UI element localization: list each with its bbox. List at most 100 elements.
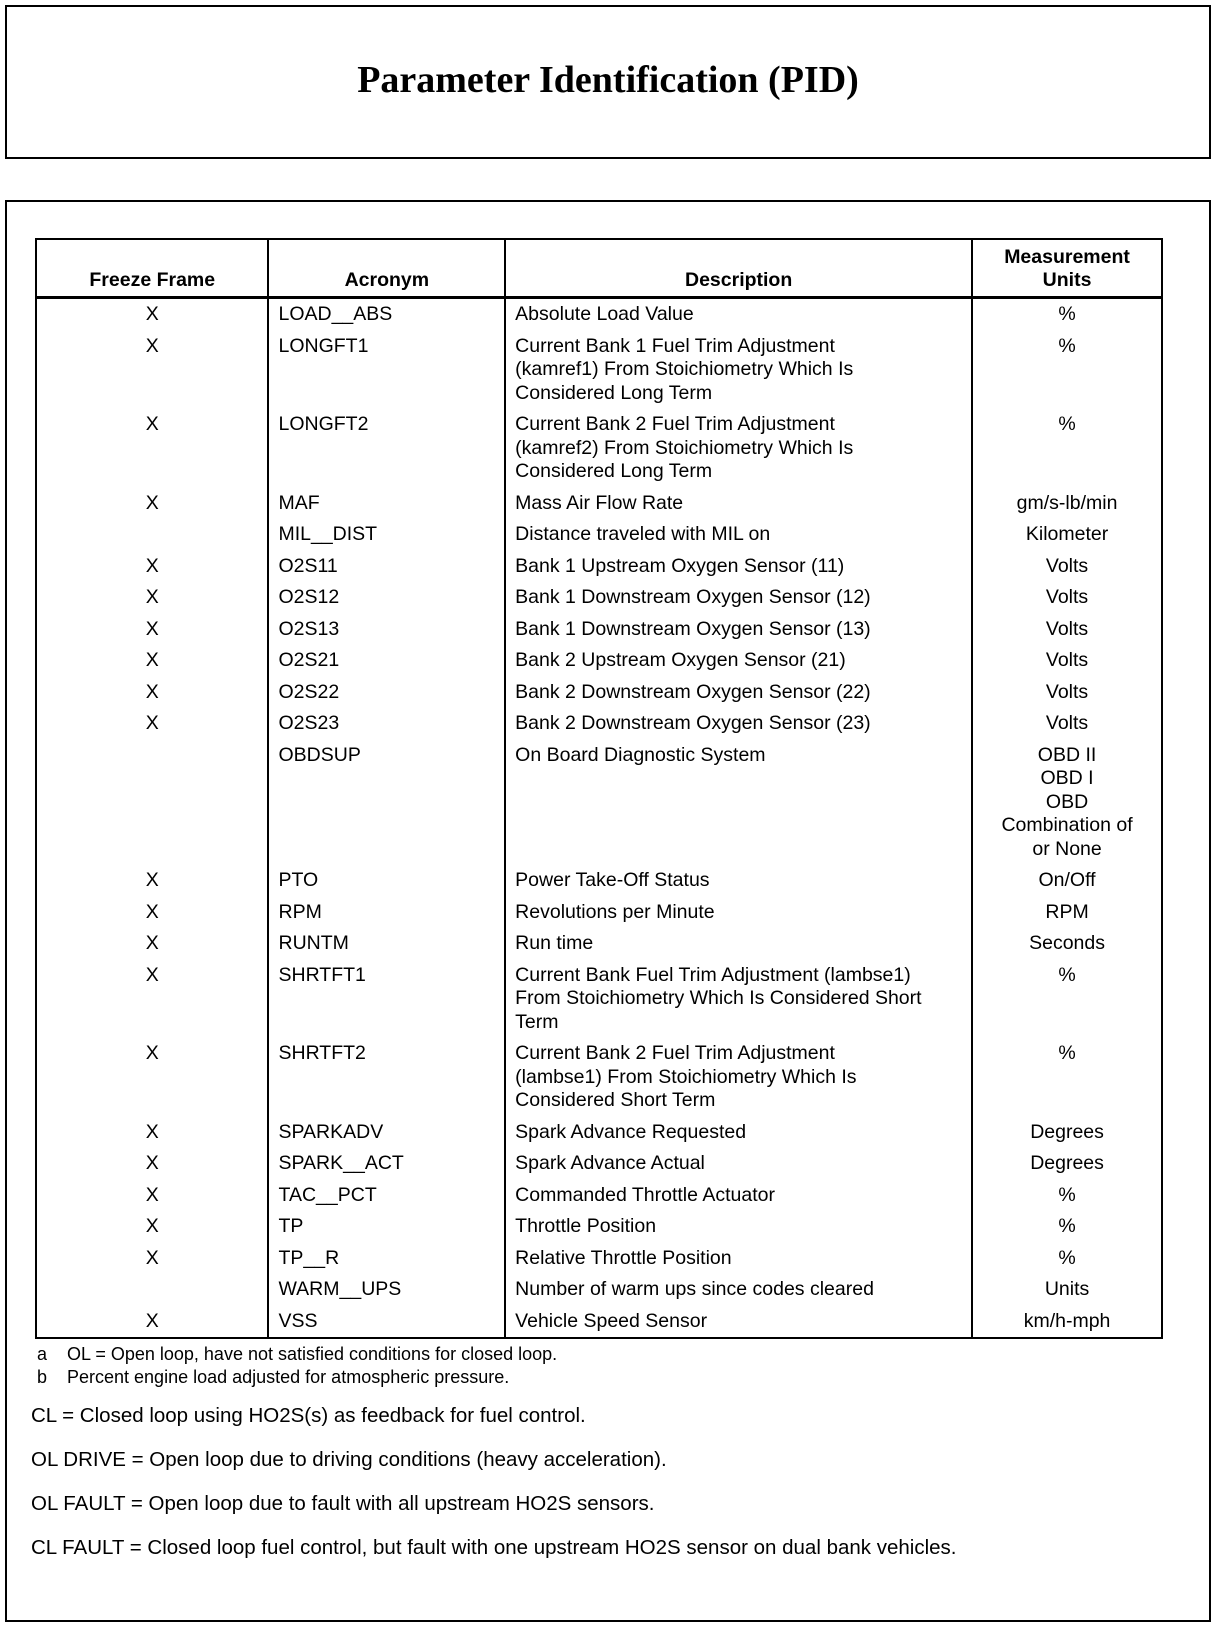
description-cell: Distance traveled with MIL on: [504, 519, 974, 551]
units-line: Volts: [1045, 617, 1089, 640]
freeze-frame-cell: X: [34, 896, 270, 928]
freeze-frame-cell: X: [34, 1211, 270, 1243]
footnote-key: a: [37, 1344, 48, 1364]
definition-ol-fault: OL FAULT = Open loop due to fault with a…: [31, 1492, 655, 1515]
units-cell: Kilometer: [971, 519, 1163, 551]
description-line: Bank 2 Downstream Oxygen Sensor (23): [515, 712, 871, 734]
definition-ol-drive: OL DRIVE = Open loop due to driving cond…: [31, 1448, 667, 1471]
definitions: CL = Closed loop using HO2S(s) as feedba…: [31, 1403, 1209, 1561]
header-measurement-units-text: Measurement Units: [1004, 246, 1130, 291]
table-row: X SHRTFT1 Current Bank Fuel Trim Adjustmen…: [34, 959, 1163, 1038]
table-row: X SPARK__ACT Spark Advance Actual Degrees: [34, 1148, 1163, 1180]
units-cell: %: [971, 297, 1163, 331]
description-line: Current Bank 2 Fuel Trim Adjustment: [515, 1042, 835, 1064]
description-line: Distance traveled with MIL on: [515, 523, 771, 545]
description-cell: Bank 2 Upstream Oxygen Sensor (21): [504, 645, 974, 677]
table-row: X O2S21 Bank 2 Upstream Oxygen Sensor (21)…: [34, 645, 1163, 677]
units-line: Volts: [1045, 712, 1089, 734]
acronym-cell: LONGFT2: [267, 409, 507, 488]
units-line: Units: [1044, 1278, 1090, 1300]
acronym-cell: LONGFT1: [267, 330, 507, 409]
table-row: X O2S22 Bank 2 Downstream Oxygen Sensor (2…: [34, 676, 1163, 708]
description-cell: Bank 2 Downstream Oxygen Sensor (23): [504, 708, 974, 740]
units-cell: gm/s-lb/min: [971, 487, 1163, 519]
acronym-cell: OBDSUP: [267, 739, 507, 865]
units-cell: Volts: [971, 676, 1163, 708]
acronym-cell: SHRTFT1: [267, 959, 507, 1038]
description-cell: Current Bank 2 Fuel Trim Adjustment (lamb…: [504, 1038, 974, 1117]
acronym-cell: O2S23: [267, 708, 507, 740]
description-line: Mass Air Flow Rate: [515, 491, 684, 514]
table-row: MIL__DIST Distance traveled with MIL on Ki…: [34, 519, 1163, 551]
description-cell: Relative Throttle Position: [504, 1242, 974, 1274]
units-cell: Volts: [971, 708, 1163, 740]
pid-table: Freeze Frame Acronym Description Measure…: [34, 238, 1163, 1339]
freeze-frame-cell: X: [34, 550, 270, 582]
description-line: Power Take-Off Status: [515, 869, 710, 891]
units-cell: Volts: [971, 582, 1163, 614]
table-row: X RPM Revolutions per Minute RPM: [34, 896, 1163, 928]
description-line: Vehicle Speed Sensor: [515, 1309, 708, 1332]
description-cell: Vehicle Speed Sensor: [504, 1305, 974, 1339]
acronym-cell: VSS: [267, 1305, 507, 1339]
units-cell: RPM: [971, 896, 1163, 928]
description-line: (kamref1) From Stoichiometry Which Is: [515, 358, 854, 380]
units-line: OBD I: [1040, 767, 1094, 789]
units-cell: Volts: [971, 645, 1163, 677]
freeze-frame-cell: X: [34, 1242, 270, 1274]
description-cell: Throttle Position: [504, 1211, 974, 1243]
acronym-cell: O2S22: [267, 676, 507, 708]
acronym-cell: WARM__UPS: [267, 1274, 507, 1306]
units-line: Volts: [1045, 649, 1089, 671]
acronym-cell: RUNTM: [267, 928, 507, 960]
acronym-cell: MIL__DIST: [267, 519, 507, 551]
units-line: Combination of: [1001, 814, 1133, 836]
description-cell: Current Bank 1 Fuel Trim Adjustment (kamr…: [504, 330, 974, 409]
freeze-frame-cell: X: [34, 865, 270, 897]
table-row: X O2S12 Bank 1 Downstream Oxygen Sensor (1…: [34, 582, 1163, 614]
footnote-text: OL = Open loop, have not satisfied condi…: [67, 1344, 558, 1364]
acronym-cell: LOAD__ABS: [267, 297, 507, 331]
freeze-frame-cell: X: [34, 676, 270, 708]
freeze-frame-cell: X: [34, 959, 270, 1038]
description-cell: Power Take-Off Status: [504, 865, 974, 897]
description-cell: Revolutions per Minute: [504, 896, 974, 928]
units-line: OBD: [1045, 790, 1089, 813]
freeze-frame-cell: X: [34, 1116, 270, 1148]
freeze-frame-cell: X: [34, 582, 270, 614]
description-line: Revolutions per Minute: [515, 900, 715, 923]
description-cell: Spark Advance Actual: [504, 1148, 974, 1180]
description-line: Considered Short Term: [515, 1089, 716, 1111]
units-cell: Degrees: [971, 1148, 1163, 1180]
header-measurement-units: Measurement Units: [971, 238, 1163, 299]
table-row: X LOAD__ABS Absolute Load Value%: [34, 297, 1163, 331]
units-line: %: [1058, 413, 1076, 435]
description-cell: Mass Air Flow Rate: [504, 487, 974, 519]
description-line: Bank 1 Downstream Oxygen Sensor (13): [515, 617, 871, 640]
units-cell: %: [971, 409, 1163, 488]
acronym-cell: SPARK__ACT: [267, 1148, 507, 1180]
description-line: On Board Diagnostic System: [515, 743, 766, 766]
description-line: Number of warm ups since codes cleared: [515, 1278, 874, 1300]
units-line: %: [1058, 1042, 1076, 1064]
description-line: (lambse1) From Stoichiometry Which Is: [515, 1065, 857, 1088]
freeze-frame-cell: X: [34, 487, 270, 519]
units-line: %: [1058, 334, 1076, 357]
units-line: Volts: [1045, 680, 1089, 703]
freeze-frame-cell: X: [34, 409, 270, 488]
header-description: Description: [504, 238, 974, 299]
freeze-frame-cell: X: [34, 297, 270, 331]
definition-cl: CL = Closed loop using HO2S(s) as feedba…: [31, 1404, 586, 1427]
units-line: Degrees: [1030, 1152, 1104, 1174]
description-cell: Current Bank Fuel Trim Adjustment (lambs…: [504, 959, 974, 1038]
units-cell: km/h-mph: [971, 1305, 1163, 1339]
acronym-cell: SHRTFT2: [267, 1038, 507, 1117]
units-line: Kilometer: [1025, 523, 1109, 545]
units-cell: Seconds: [971, 928, 1163, 960]
table-header-row: Freeze Frame Acronym Description Measure…: [34, 238, 1163, 299]
acronym-cell: O2S13: [267, 613, 507, 645]
definition-cl-fault: CL FAULT = Closed loop fuel control, but…: [31, 1536, 957, 1559]
pid-content-box: Freeze Frame Acronym Description Measure…: [5, 200, 1211, 1622]
freeze-frame-cell: [34, 1274, 270, 1306]
units-line: %: [1058, 1246, 1076, 1269]
